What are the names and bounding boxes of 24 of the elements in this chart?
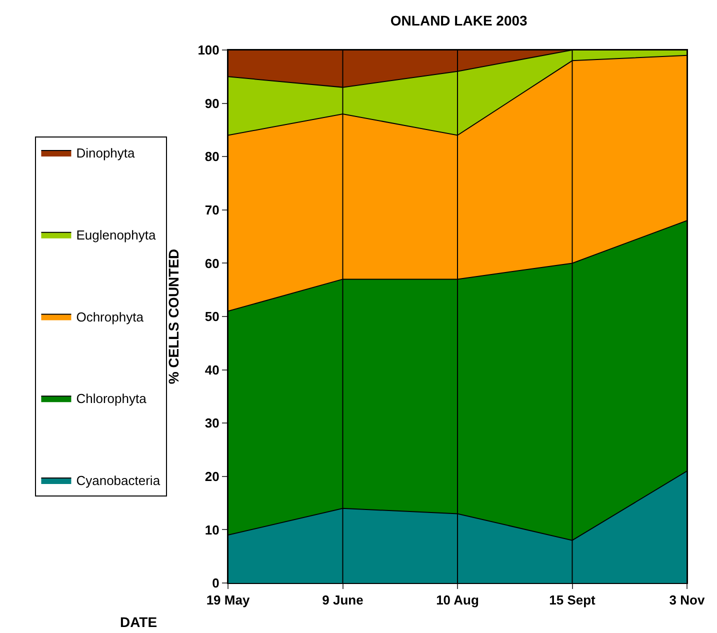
x-tick-label: 10 Aug [436, 592, 479, 608]
legend-label: Euglenophyta [76, 227, 156, 242]
y-tick-label: 80 [204, 149, 220, 164]
x-tick-label: 19 May [206, 592, 250, 608]
legend-label: Cyanobacteria [76, 473, 161, 488]
y-tick-label: 60 [204, 256, 220, 271]
x-tick-label: 9 June [322, 592, 364, 608]
x-axis-title: DATE [120, 614, 158, 630]
y-tick-label: 20 [204, 468, 220, 484]
y-tick-label: 50 [204, 309, 220, 324]
x-tick-label: 15 Sept [549, 592, 596, 608]
y-axis-title: % CELLS COUNTED [165, 248, 182, 384]
x-tick-label: 3 Nov [669, 592, 706, 608]
legend-label: Ochrophyta [76, 309, 144, 324]
y-tick-label: 0 [212, 576, 220, 591]
y-tick-label: 30 [204, 416, 220, 431]
y-tick-label: 40 [204, 362, 220, 378]
y-tick-label: 90 [204, 96, 220, 111]
y-tick-label: 10 [204, 522, 220, 538]
y-tick-label: 100 [198, 42, 220, 58]
legend-label: Dinophyta [76, 146, 136, 161]
legend-label: Chlorophyta [76, 391, 148, 406]
chart-title: ONLAND LAKE 2003 [390, 12, 528, 29]
y-tick-label: 70 [204, 202, 220, 218]
